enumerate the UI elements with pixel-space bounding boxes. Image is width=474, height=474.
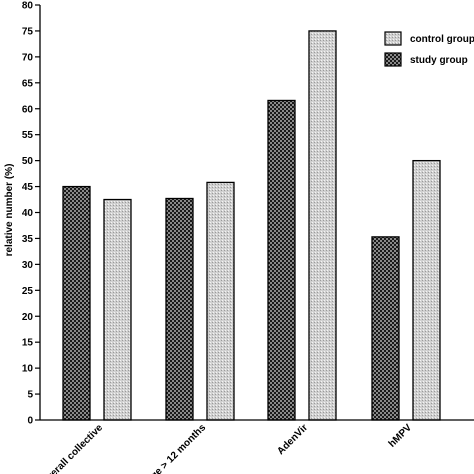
bar-study-group <box>165 197 194 421</box>
y-tick-label: 65 <box>22 78 34 89</box>
y-axis-title: relative number (%) <box>4 164 15 257</box>
y-tick-label: 0 <box>27 416 33 427</box>
y-tick-label: 10 <box>22 364 34 375</box>
legend: control group study group <box>384 31 474 67</box>
y-tick-label: 15 <box>22 338 34 349</box>
y-tick-label: 55 <box>22 130 34 141</box>
y-tick-label: 40 <box>22 208 34 219</box>
bar-control-group <box>308 30 337 421</box>
y-tick-label: 60 <box>22 104 34 115</box>
y-tick-label: 30 <box>22 260 34 271</box>
bar-study-group <box>371 236 400 421</box>
category-labels: overall collective age > 12 months AdenVir… <box>40 422 414 474</box>
legend-swatch-study <box>384 52 402 67</box>
y-axis-ticks: 0 5 10 15 20 25 30 35 40 45 50 55 60 65 70 75 80 <box>22 1 40 427</box>
bar-control-group <box>103 198 132 421</box>
legend-swatch-control <box>384 31 402 46</box>
y-tick-label: 80 <box>22 1 34 12</box>
y-tick-label: 20 <box>22 312 34 323</box>
bar-control-group <box>206 181 235 421</box>
y-tick-label: 75 <box>22 26 34 37</box>
y-tick-label: 70 <box>22 52 34 63</box>
bar-study-group <box>267 99 296 421</box>
legend-label-study: study group <box>410 55 468 66</box>
x-category-label: hMPV <box>387 422 415 450</box>
y-tick-label: 35 <box>22 234 34 245</box>
bar-control-group <box>412 159 441 421</box>
x-category-label: overall collective <box>40 422 105 474</box>
bar-study-group <box>62 185 91 421</box>
legend-label-control: control group <box>410 34 474 45</box>
y-tick-label: 25 <box>22 286 34 297</box>
y-tick-label: 5 <box>27 390 33 401</box>
bars-group <box>62 30 441 421</box>
y-tick-label: 50 <box>22 156 34 167</box>
x-category-label: age > 12 months <box>145 422 209 474</box>
x-category-label: AdenVir <box>275 422 310 457</box>
y-tick-label: 45 <box>22 182 34 193</box>
